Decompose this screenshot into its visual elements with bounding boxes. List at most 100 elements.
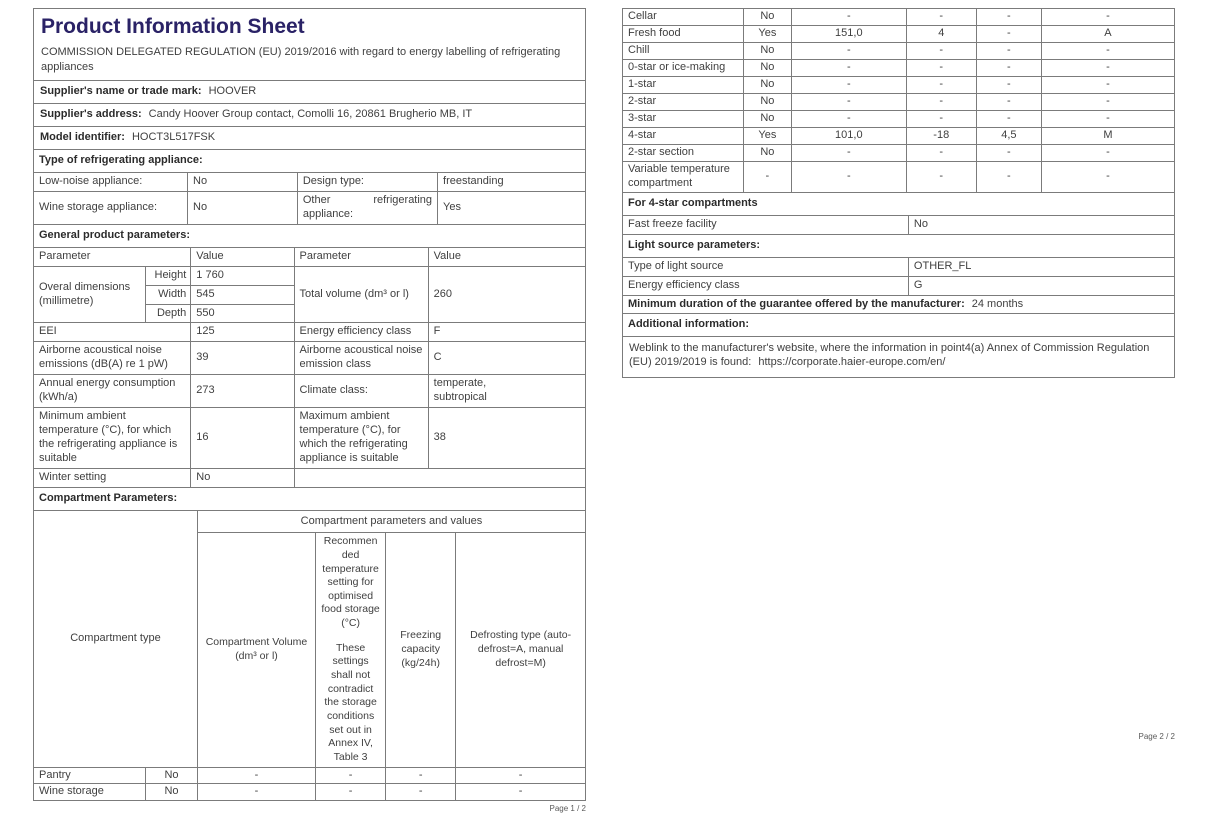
volume-header: Compartment Volume (dm³ or l) [196,532,317,768]
param-value: G [907,275,1176,296]
guarantee-cell: Minimum duration of the guarantee offere… [622,294,1175,315]
compartment-row: 2-star No - - - - [622,92,1176,111]
supplier-address-label: Supplier's address: [40,107,142,120]
param-label: Minimum ambient temperature (°C), for wh… [32,407,192,470]
general-parameters-heading: General product parameters: [33,223,586,248]
compartment-cell: - [790,8,907,26]
compartment-cell: No [742,75,792,94]
compartment-row: 2-star section No - - - - [622,143,1176,162]
param-value: 16 [190,407,295,470]
total-volume-value: 260 [427,265,587,324]
compartment-cell: No [742,109,792,128]
param-value: freestanding [437,171,586,192]
compartment-cell: - [455,766,586,785]
param-label: Maximum ambient temperature (°C), for wh… [293,407,429,470]
defrosting-header: Defrosting type (auto-defrost=A, manual … [455,532,586,768]
four-star-heading: For 4-star compartments [622,191,1175,216]
compartment-cell: - [742,160,792,193]
param-label: Type of light source [622,256,909,277]
compartment-cell: - [385,766,457,785]
compartment-cell: - [315,783,387,802]
dimension-value: 1 760 [190,265,295,286]
section-heading-row: For 4-star compartments [622,191,1175,216]
compartment-cell: 4 [905,24,977,43]
param-label: Low-noise appliance: [33,171,188,192]
table-row: EEI 125 Energy efficiency class F [32,322,587,343]
param-value: 39 [190,341,295,376]
dimension-name: Width [145,284,192,305]
supplier-address-value: Candy Hoover Group contact, Comolli 16, … [148,107,473,120]
compartment-row: 3-star No - - - - [622,109,1176,128]
param-label: Winter setting [32,468,192,489]
compartment-cell: 4,5 [975,126,1042,145]
section-heading-row: Compartment Parameters: [33,487,586,512]
compartment-cell: No [742,58,792,77]
compartment-cell: Chill [622,41,744,60]
param-label: EEI [32,322,192,343]
supplier-name-cell: Supplier's name or trade mark: HOOVER [33,79,586,104]
section-heading-row: Type of refrigerating appliance: [33,148,586,173]
compartment-cell: 2-star [622,92,744,111]
compartment-cell: Wine storage [32,783,147,802]
document-page-1: Product Information Sheet COMMISSION DEL… [32,8,587,813]
compartment-cell: - [1040,75,1176,94]
param-label: Wine storage appliance: [33,190,188,225]
compartment-cell: - [790,92,907,111]
compartment-cell: No [145,766,198,785]
table-row: Type of light source OTHER_FL [622,256,1176,277]
model-identifier-value: HOCT3L517FSK [131,130,216,143]
compartment-cell: 3-star [622,109,744,128]
param-value: 125 [190,322,295,343]
param-value: C [427,341,587,376]
appliance-type-heading: Type of refrigerating appliance: [33,148,586,173]
compartment-cell: - [975,24,1042,43]
param-value: F [427,322,587,343]
compartment-rows: Pantry No - - - - Wine storage No - - - - [32,766,586,802]
table-row: Weblink to the manufacturer's website, w… [622,336,1175,379]
compartment-cell: 4-star [622,126,744,145]
compartment-cell: M [1040,126,1176,145]
table-row: Winter setting No [32,468,587,489]
compartment-cell: - [905,143,977,162]
table-row: Fast freeze facility No [622,214,1176,235]
temperature-header-note: These settings shall not contradict the … [324,641,377,763]
compartment-cell: 101,0 [790,126,907,145]
compartment-cell: - [790,143,907,162]
compartment-row: 1-star No - - - - [622,75,1176,94]
compartment-row: Cellar No - - - - [622,8,1176,26]
compartment-cell: - [975,41,1042,60]
compartment-cell: No [742,8,792,26]
supplier-address-cell: Supplier's address: Candy Hoover Group co… [33,102,586,127]
freezing-header: Freezing capacity (kg/24h) [385,532,457,768]
total-volume-label: Total volume (dm³ or l) [293,265,429,324]
column-header: Value [427,246,587,267]
param-value: 38 [427,407,587,470]
table-row: Airborne acoustical noise emissions (dB(… [32,341,587,376]
compartment-cell: - [196,766,317,785]
compartment-cell: - [905,41,977,60]
param-value: No [907,214,1176,235]
compartment-table: Compartment Parameters: Compartment type… [32,487,587,802]
dimension-value: 550 [190,303,295,324]
compartment-cell: Cellar [622,8,744,26]
guarantee-label: Minimum duration of the guarantee offere… [628,297,965,310]
model-identifier-label: Model identifier: [40,130,125,143]
compartment-row: 0-star or ice-making No - - - - [622,58,1176,77]
param-value: No [187,171,298,192]
section-heading-row: Additional information: [622,313,1175,338]
compartment-cell: - [196,783,317,802]
dimension-value: 545 [190,284,295,305]
param-label: Annual energy consumption (kWh/a) [32,374,192,409]
title-block: Product Information Sheet COMMISSION DEL… [33,8,586,81]
manufacturer-weblink[interactable]: https://corporate.haier-europe.com/en/ [758,356,946,369]
compartment-cell: Yes [742,24,792,43]
compartment-cell: No [742,41,792,60]
compartment-cell: 2-star section [622,143,744,162]
column-header-row: Parameter Value Parameter Value [32,246,587,267]
model-identifier-cell: Model identifier: HOCT3L517FSK [33,125,586,150]
compartment-cell: - [975,75,1042,94]
table-row: Overal dimensions (millimetre) Height 1 … [32,265,587,324]
compartment-table-continued: Cellar No - - - - Fresh food Yes 151,0 4- A Chill No… [622,8,1176,193]
param-label: Design type: [296,171,439,192]
compartment-cell: - [975,160,1042,193]
